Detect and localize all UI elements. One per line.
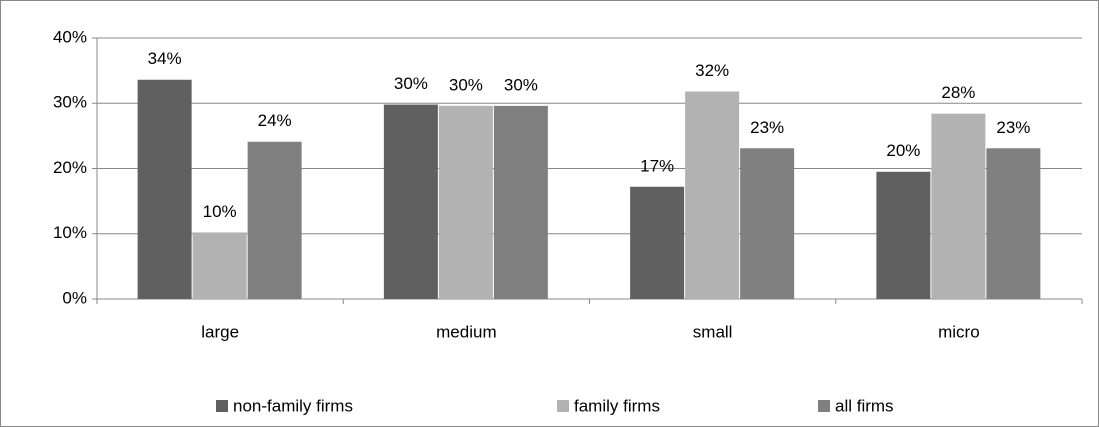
data-label: 34% (148, 49, 182, 68)
y-tick-label: 40% (53, 27, 87, 46)
y-tick-label: 20% (53, 158, 87, 177)
bar (630, 186, 685, 299)
data-label: 30% (449, 75, 483, 94)
legend-swatch (818, 400, 830, 412)
bar (685, 91, 740, 299)
data-label: 28% (941, 83, 975, 102)
data-label: 20% (886, 141, 920, 160)
legend-label: family firms (574, 396, 660, 415)
data-label: 10% (203, 202, 237, 221)
bar (383, 104, 438, 300)
data-label: 30% (394, 74, 428, 93)
bar (876, 171, 931, 299)
legend-swatch (557, 400, 569, 412)
data-label: 24% (258, 111, 292, 130)
x-tick-label: micro (938, 322, 980, 341)
bar (986, 148, 1041, 299)
bar (740, 148, 795, 299)
bar (438, 105, 493, 299)
y-tick-label: 0% (62, 288, 87, 307)
data-label: 17% (640, 156, 674, 175)
data-label: 30% (504, 75, 538, 94)
data-label: 23% (750, 118, 784, 137)
bar (493, 105, 548, 299)
legend-label: non-family firms (233, 396, 353, 415)
bar (931, 113, 986, 299)
bar (137, 79, 192, 299)
legend-swatch (216, 400, 228, 412)
legend-label: all firms (835, 396, 894, 415)
y-tick-label: 30% (53, 93, 87, 112)
bar (247, 141, 302, 299)
x-tick-label: large (201, 322, 239, 341)
y-tick-label: 10% (53, 223, 87, 242)
data-label: 23% (996, 118, 1030, 137)
data-label: 32% (695, 61, 729, 80)
x-tick-label: medium (436, 322, 496, 341)
x-tick-label: small (693, 322, 733, 341)
bar (192, 232, 247, 299)
